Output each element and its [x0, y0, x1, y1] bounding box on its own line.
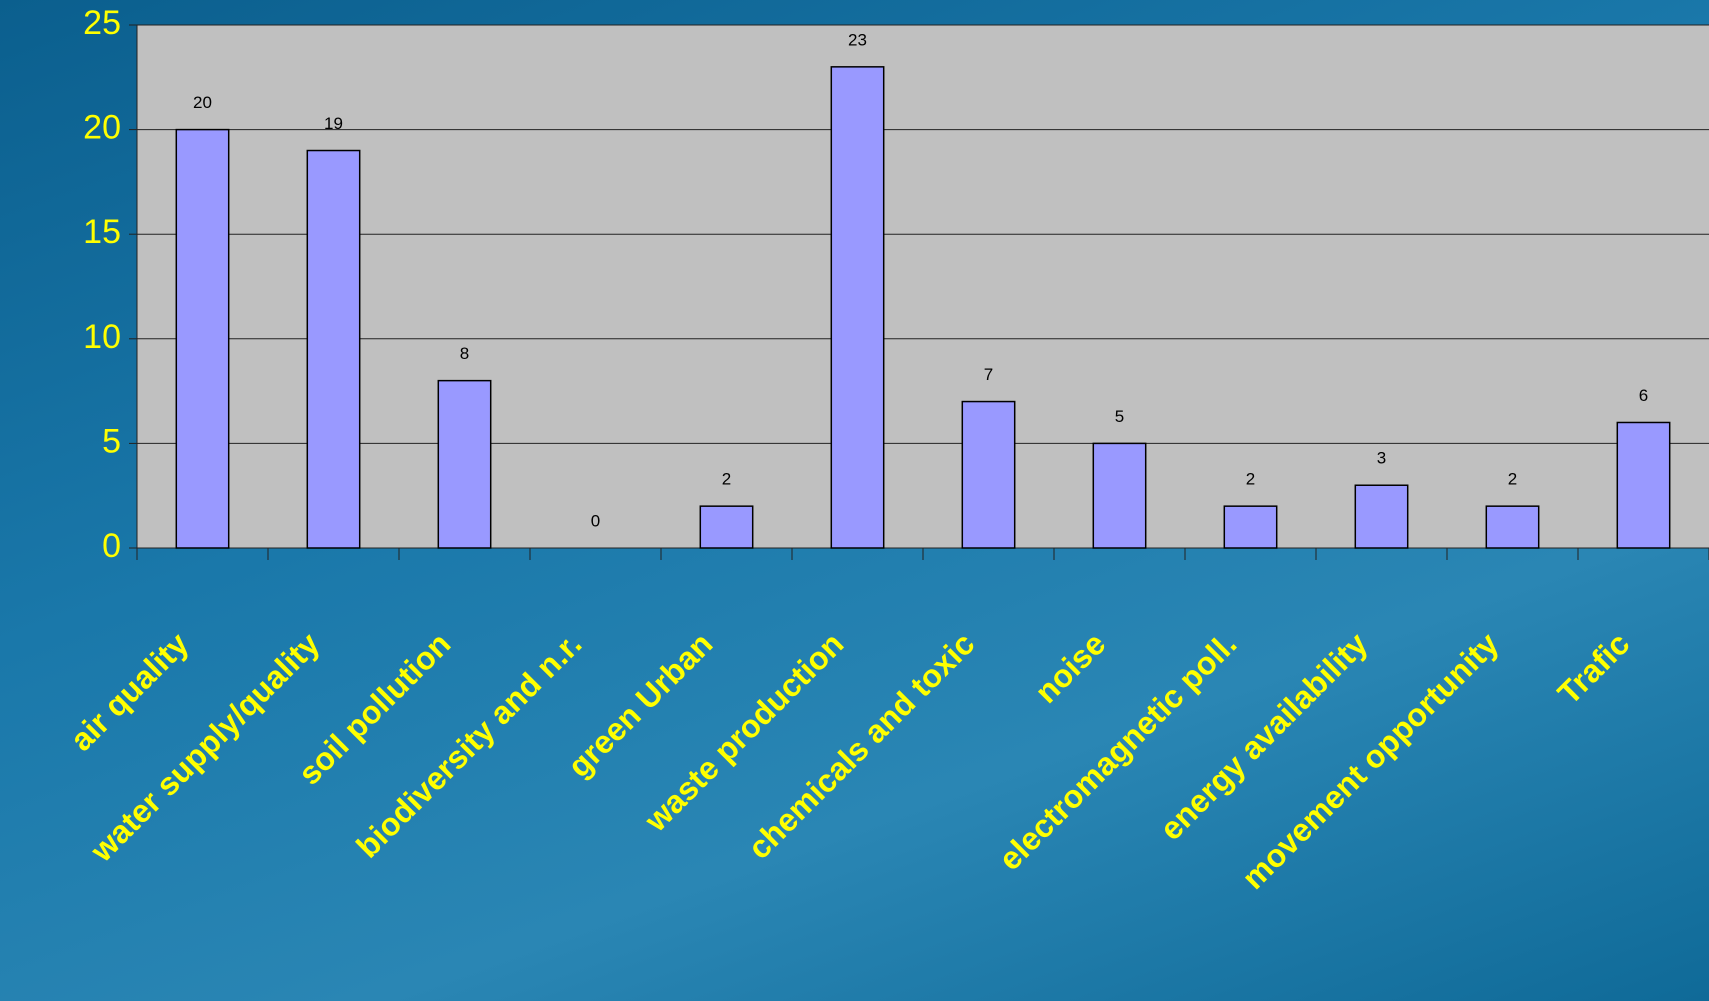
- x-tick-label: chemicals and toxic: [741, 625, 982, 866]
- bar: [1223, 505, 1278, 549]
- y-tick-label: 20: [83, 109, 121, 147]
- bar: [175, 128, 230, 549]
- value-label: 8: [460, 344, 469, 363]
- x-tick-label: air quality: [63, 625, 195, 757]
- bar: [437, 379, 492, 549]
- value-label: 5: [1115, 407, 1124, 426]
- value-label: 23: [848, 30, 867, 49]
- value-label: 7: [984, 365, 993, 384]
- bar: [1354, 484, 1409, 549]
- bar: [1092, 442, 1147, 549]
- x-tick-label: electromagnetic poll.: [992, 625, 1244, 877]
- y-tick-label: 0: [102, 527, 121, 565]
- y-tick-label: 5: [102, 422, 121, 460]
- value-label: 2: [722, 470, 731, 489]
- y-tick-label: 10: [83, 318, 121, 356]
- value-label: 2: [1246, 470, 1255, 489]
- y-tick-label: 15: [83, 213, 121, 251]
- y-tick-label: 25: [83, 4, 121, 42]
- bar: [306, 149, 361, 549]
- x-tick-label: biodiversity and n.r.: [349, 625, 588, 864]
- x-tick-label: movement opportunity: [1235, 625, 1506, 896]
- x-tick-label: Trafic: [1551, 625, 1637, 711]
- value-label: 20: [193, 93, 212, 112]
- bar: [699, 505, 754, 549]
- bar: [961, 400, 1016, 549]
- bar: [830, 66, 885, 549]
- value-label: 6: [1639, 386, 1648, 405]
- value-label: 2: [1508, 470, 1517, 489]
- value-label: 19: [324, 114, 343, 133]
- plot-area: [137, 25, 1709, 548]
- x-tick-label: water supply/quality: [83, 625, 327, 869]
- bar: [1485, 505, 1540, 549]
- x-tick-label: noise: [1028, 625, 1113, 710]
- bar: [1616, 421, 1671, 549]
- value-label: 3: [1377, 449, 1386, 468]
- value-label: 0: [591, 511, 600, 530]
